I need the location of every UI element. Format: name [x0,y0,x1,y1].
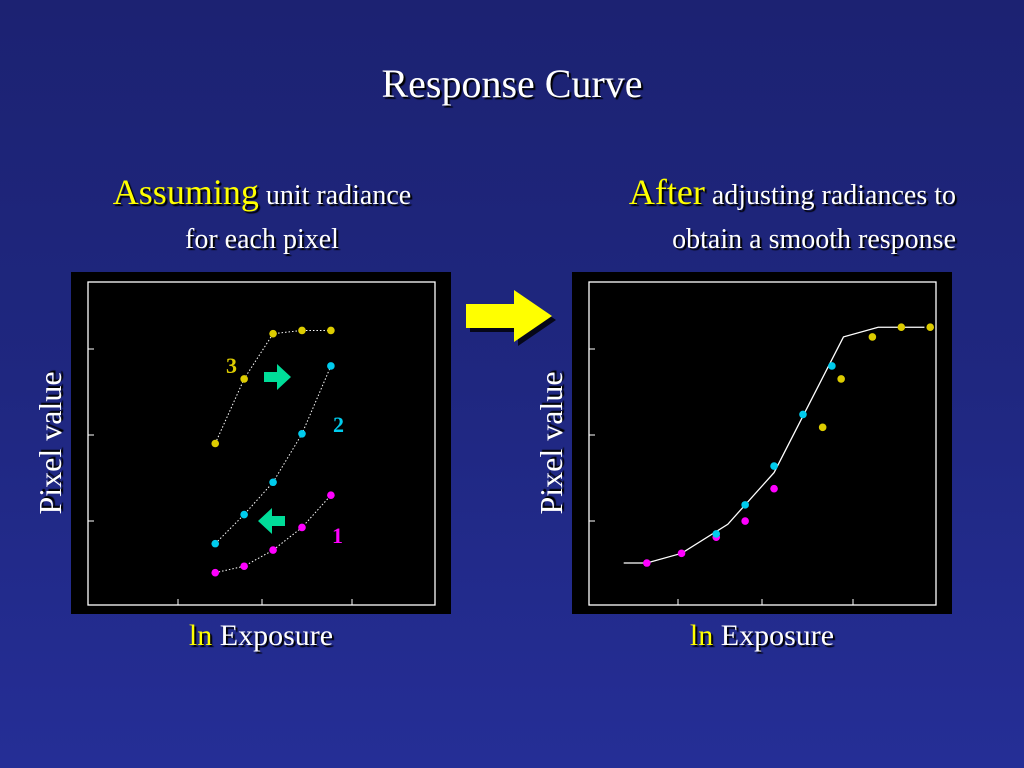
right-arrow-icon [466,290,556,346]
series-3-point [240,375,248,383]
x-axis-label-left: ln Exposure [71,618,451,654]
chart-right [588,281,937,606]
series-1-point [298,523,306,532]
caption-left-lead: Assuming [112,172,259,212]
series-1-point [240,562,248,571]
series-3-point [269,329,277,338]
slide-title: Response Curve [381,61,643,106]
series-label-1: 1 [332,523,343,548]
series-3-point [818,423,827,432]
series-2-point [828,362,836,370]
series-1-point [741,517,749,525]
series-label-2: 2 [333,412,344,437]
series-1-point [211,568,220,577]
series-3-point [926,323,935,332]
series-2-point [240,510,248,519]
series-2-point [712,530,721,538]
caption-right-lead: After [628,172,705,212]
chart-left: 1 2 3 [87,281,436,606]
series-1-point [677,549,686,558]
caption-left: Assuming unit radiance for each pixel [52,170,472,262]
series-2-point [211,539,220,548]
series-1-point [269,546,277,554]
right-arrow-icon [264,364,291,390]
y-axis-label-right: Pixel value [533,371,569,515]
response-curve-line [623,326,925,564]
series-3-point [837,375,845,383]
chart-panel-left: 1 2 3 [71,272,451,614]
series-1-point [643,559,651,567]
caption-right: After adjusting radiances to obtain a sm… [556,170,956,262]
caption-right-line2: obtain a smooth response [672,224,956,255]
chart-panel-right [572,272,952,614]
series-label-3: 3 [226,353,237,378]
series-1-point [770,484,778,493]
series-3-dotted-line [214,329,331,444]
caption-left-line2: for each pixel [185,224,339,255]
series-1-dotted-line [215,494,332,574]
series-2-point [327,362,335,370]
series-2-point [799,410,807,419]
left-arrow-icon [258,508,285,534]
series-3-point [897,323,906,332]
series-3-point [298,326,306,335]
series-3-point [211,439,220,448]
series-2-point [269,478,277,487]
x-axis-label-ln: ln [689,619,714,652]
series-3-point [327,326,335,335]
y-axis-label-left: Pixel value [32,371,68,515]
plot-frame [588,281,937,606]
caption-right-line1: adjusting radiances to [711,180,956,211]
series-1-point [327,491,335,499]
series-2-point [770,462,778,470]
x-axis-label-exposure: Exposure [720,619,835,652]
series-2-point [298,430,306,438]
caption-left-line1: unit radiance [265,180,412,211]
x-axis-label-right: ln Exposure [572,618,952,654]
series-2-point [741,501,749,509]
x-axis-label-exposure: Exposure [219,619,334,652]
series-3-point [868,333,877,341]
x-axis-label-ln: ln [188,619,213,652]
